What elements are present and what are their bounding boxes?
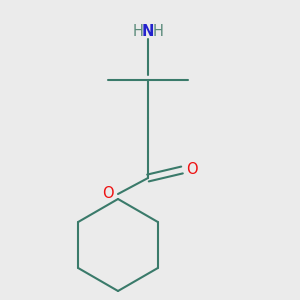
Text: H: H — [153, 25, 164, 40]
Text: H: H — [133, 25, 143, 40]
Text: O: O — [102, 187, 114, 202]
Text: N: N — [142, 25, 154, 40]
Text: O: O — [186, 163, 198, 178]
